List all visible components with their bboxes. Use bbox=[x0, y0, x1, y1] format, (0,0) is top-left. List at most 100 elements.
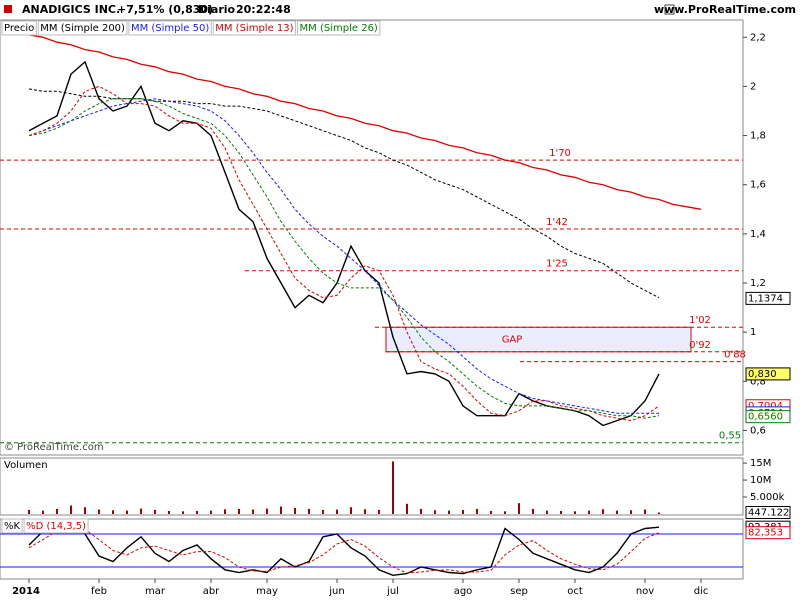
volume-bar bbox=[504, 511, 506, 514]
volume-bar bbox=[224, 509, 226, 514]
value-flag-label: 0,830 bbox=[748, 369, 777, 380]
volume-bar bbox=[98, 509, 100, 514]
change: +7,51% (0,830) bbox=[117, 3, 213, 16]
level-label: 0'88 bbox=[724, 350, 746, 361]
value-flag bbox=[745, 526, 791, 540]
legend-box bbox=[23, 518, 89, 534]
value-flag-label: 0,6560 bbox=[748, 412, 783, 423]
y-tick-label: 2,2 bbox=[750, 32, 766, 43]
symbol: ANADIGICS INC. bbox=[22, 3, 120, 16]
volume-bar bbox=[350, 507, 352, 514]
legend-entry: MM (Simple 26) bbox=[300, 23, 378, 34]
volume-bar bbox=[658, 512, 660, 514]
volume-bar bbox=[630, 510, 632, 514]
value-flag-label: 82,353 bbox=[748, 528, 783, 539]
volume-bar bbox=[196, 510, 198, 514]
series-line bbox=[28, 525, 660, 577]
volume-bar bbox=[462, 509, 464, 514]
volume-bar bbox=[238, 508, 240, 514]
y-tick-label: 1,4 bbox=[750, 229, 766, 240]
volume-bar bbox=[84, 507, 86, 514]
value-flag bbox=[745, 367, 791, 381]
level-label: 1'70 bbox=[549, 148, 571, 159]
time: 20:22:48 bbox=[236, 3, 291, 16]
legend-entry: Precio bbox=[4, 23, 34, 34]
volume-bar bbox=[574, 511, 576, 514]
legend-box bbox=[37, 20, 128, 36]
legend-entry: MM (Simple 200) bbox=[40, 23, 125, 34]
x-tick-label: oct bbox=[567, 586, 583, 597]
volume-bar bbox=[28, 509, 30, 514]
value-flag bbox=[745, 505, 791, 519]
volume-bar bbox=[616, 510, 618, 514]
period: Diario bbox=[198, 3, 236, 16]
legend-entry: MM (Simple 13) bbox=[215, 23, 293, 34]
volume-bar bbox=[308, 508, 310, 514]
gap-label: GAP bbox=[502, 335, 523, 346]
volume-bar bbox=[168, 510, 170, 514]
y-tick-label: 1,8 bbox=[750, 131, 766, 142]
y-tick-label: 1,6 bbox=[750, 180, 766, 191]
x-tick-label: abr bbox=[203, 586, 220, 597]
gap-box bbox=[385, 326, 692, 353]
volume-bar bbox=[476, 508, 478, 514]
y-tick-label: 5.000k bbox=[750, 492, 785, 503]
level-label: 0'92 bbox=[689, 340, 711, 351]
volume-bar bbox=[644, 509, 646, 514]
legend-entry: %K bbox=[4, 521, 21, 532]
value-flag bbox=[745, 291, 791, 305]
volume-bar bbox=[518, 503, 520, 514]
value-flag-label: 1,1374 bbox=[748, 293, 783, 304]
x-tick-label: 2014 bbox=[12, 586, 40, 597]
logo-icon bbox=[4, 5, 12, 13]
volume-bar bbox=[280, 506, 282, 514]
legend-box bbox=[1, 20, 37, 36]
volume-frame bbox=[0, 457, 744, 516]
stochastic-frame bbox=[0, 518, 744, 580]
level-label: 1'02 bbox=[689, 315, 711, 326]
legend-entry: %D (14,3,5) bbox=[26, 521, 86, 532]
panel-title: Volumen bbox=[4, 460, 48, 471]
window-button[interactable] bbox=[664, 4, 675, 15]
legend-box bbox=[1, 518, 23, 534]
volume-bar bbox=[420, 508, 422, 514]
legend-box bbox=[128, 20, 212, 36]
volume-bar bbox=[182, 511, 184, 514]
volume-bar bbox=[490, 510, 492, 514]
series-line bbox=[28, 527, 660, 574]
value-flag-label: 0,7004 bbox=[748, 401, 783, 412]
x-tick-label: sep bbox=[510, 586, 528, 597]
y-tick-label: 2 bbox=[750, 81, 756, 92]
volume-bar bbox=[70, 505, 72, 514]
x-tick-label: feb bbox=[91, 586, 107, 597]
volume-bar bbox=[210, 510, 212, 514]
legend-box bbox=[212, 20, 297, 36]
x-tick-label: jun bbox=[328, 586, 344, 597]
volume-bar bbox=[588, 510, 590, 514]
x-tick-label: mar bbox=[145, 586, 166, 597]
volume-bar bbox=[448, 510, 450, 514]
value-flag-label: 447.122 bbox=[748, 507, 789, 518]
volume-bar bbox=[42, 510, 44, 514]
volume-bar bbox=[252, 509, 254, 514]
x-tick-label: jul bbox=[386, 586, 399, 597]
legend-entry: MM (Simple 50) bbox=[131, 23, 209, 34]
x-tick-label: dic bbox=[694, 586, 709, 597]
x-tick-label: may bbox=[256, 586, 278, 597]
volume-bar bbox=[560, 510, 562, 514]
level-label: 0,55 bbox=[719, 431, 741, 442]
x-tick-label: nov bbox=[636, 586, 654, 597]
series-line bbox=[28, 88, 660, 299]
volume-bar bbox=[364, 509, 366, 514]
y-tick-label: 0,6 bbox=[750, 425, 766, 436]
x-tick-label: ago bbox=[454, 586, 473, 597]
volume-bar bbox=[294, 507, 296, 514]
volume-bar bbox=[532, 508, 534, 514]
volume-bar bbox=[322, 509, 324, 514]
price-frame bbox=[0, 19, 744, 456]
y-tick-label: 1 bbox=[750, 327, 756, 338]
y-tick-label: 10M bbox=[750, 475, 771, 486]
